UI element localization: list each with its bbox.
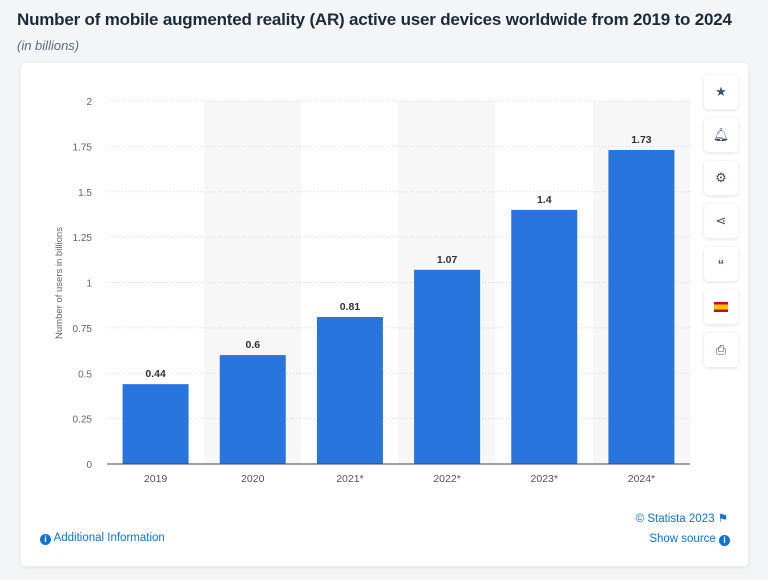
data-label: 0.81 (340, 301, 361, 313)
y-tick-label: 0.75 (73, 324, 93, 335)
print-button[interactable]: ⎙ (704, 333, 738, 367)
notification-button[interactable]: 🔔︎ (704, 118, 738, 152)
quote-icon: “ (717, 256, 725, 272)
show-source-text: Show source (649, 533, 716, 545)
y-tick-label: 1 (86, 279, 92, 290)
info-icon: i (719, 535, 730, 546)
cite-button[interactable]: “ (704, 247, 738, 281)
y-tick-label: 0.5 (78, 369, 92, 380)
additional-info-text: Additional Information (53, 532, 165, 544)
x-tick-label: 2021* (336, 473, 363, 485)
show-source-link[interactable]: Show source i (649, 533, 730, 546)
bar (608, 150, 675, 464)
gear-icon: ⚙ (715, 170, 727, 185)
settings-button[interactable]: ⚙ (704, 161, 738, 195)
favorite-button[interactable]: ★ (704, 75, 738, 109)
statista-copyright-link[interactable]: © Statista 2023 ⚑ (636, 511, 728, 525)
bar (219, 355, 286, 464)
data-label: 1.07 (437, 254, 458, 266)
flag-icon: ⚑ (717, 513, 728, 525)
x-tick-label: 2020 (241, 473, 265, 485)
sidebar-toolbar: ★ 🔔︎ ⚙ ⋖ “ ⎙ (704, 75, 738, 376)
y-tick-label: 1.25 (73, 233, 93, 244)
y-tick-label: 0.25 (73, 415, 93, 426)
info-icon: i (40, 534, 51, 545)
bar (414, 269, 481, 464)
y-tick-label: 0 (86, 460, 92, 471)
bar (122, 384, 189, 464)
x-tick-label: 2024* (628, 473, 655, 485)
chart-title: Number of mobile augmented reality (AR) … (17, 10, 732, 29)
share-icon: ⋖ (715, 213, 727, 228)
data-label: 0.44 (145, 368, 166, 380)
data-label: 1.73 (631, 134, 652, 146)
spain-flag-icon (714, 302, 728, 312)
print-icon: ⎙ (715, 342, 727, 357)
additional-information-link[interactable]: i Additional Information (40, 532, 165, 545)
chart-subtitle: (in billions) (17, 38, 80, 53)
x-tick-label: 2022* (433, 473, 460, 485)
bell-icon: 🔔︎ (712, 127, 730, 142)
x-tick-label: 2019 (144, 473, 168, 485)
copyright-text: © Statista 2023 (635, 513, 715, 525)
y-axis-label: Number of users in billions (54, 227, 65, 339)
y-tick-label: 2 (86, 97, 92, 108)
x-tick-label: 2023* (531, 473, 558, 485)
data-label: 1.4 (537, 194, 552, 206)
y-tick-label: 1.5 (78, 188, 92, 199)
data-label: 0.6 (245, 339, 260, 351)
bar (511, 209, 578, 464)
language-button[interactable] (704, 290, 738, 324)
share-button[interactable]: ⋖ (704, 204, 738, 238)
star-icon: ★ (715, 84, 727, 99)
bar (316, 316, 383, 464)
y-tick-label: 1.75 (73, 142, 93, 153)
